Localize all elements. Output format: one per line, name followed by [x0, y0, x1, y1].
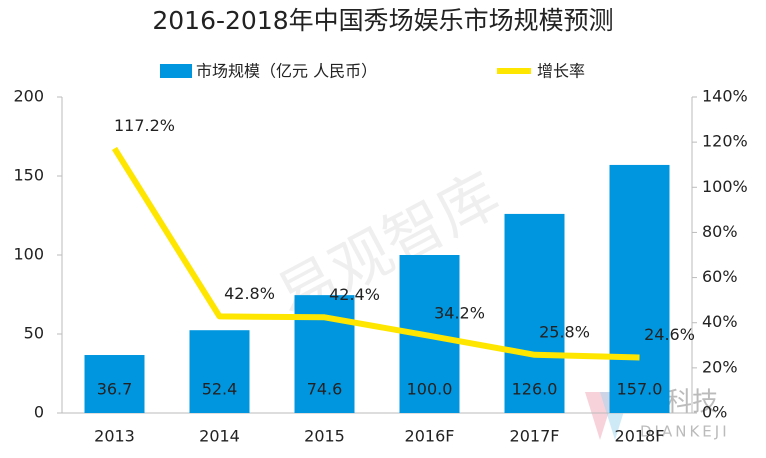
bar: [189, 330, 250, 413]
line-label: 25.8%: [539, 322, 590, 341]
bar-label: 157.0: [617, 380, 663, 399]
y2-tick-label: 60%: [702, 267, 738, 286]
bar-label: 52.4: [202, 380, 238, 399]
line-label: 117.2%: [114, 116, 175, 135]
x-tick-label: 2018F: [615, 427, 665, 446]
line-label: 34.2%: [434, 303, 485, 322]
line: [111, 146, 640, 361]
line-label: 42.4%: [329, 285, 380, 304]
y2-tick-label: 40%: [702, 312, 738, 331]
y2-tick-label: 80%: [702, 222, 738, 241]
y2-tick-label: 0%: [702, 403, 727, 422]
line-label: 24.6%: [644, 325, 695, 344]
x-tick-label: 2017F: [510, 427, 560, 446]
y-tick-label: 100: [13, 245, 44, 264]
y-tick-label: 0: [34, 403, 44, 422]
x-tick-label: 2013: [94, 427, 135, 446]
bar-label: 36.7: [97, 380, 133, 399]
legend-label: 市场规模（亿元 人民币）: [196, 62, 377, 81]
y-tick-label: 150: [13, 166, 44, 185]
y2-tick-label: 100%: [702, 177, 748, 196]
bar: [609, 164, 670, 413]
y-tick-label: 200: [13, 87, 44, 106]
legend-swatch: [160, 64, 192, 78]
y2-tick-label: 140%: [702, 87, 748, 106]
bar: [84, 355, 145, 413]
bar: [504, 213, 565, 413]
logo-subtext: DIANKEJI: [640, 423, 730, 441]
bar-label: 74.6: [307, 380, 343, 399]
x-tick-label: 2014: [199, 427, 240, 446]
bar-label: 126.0: [512, 380, 558, 399]
bar-label: 100.0: [407, 380, 453, 399]
legend-label: 增长率: [537, 62, 585, 81]
x-tick-label: 2015: [304, 427, 345, 446]
y2-tick-label: 120%: [702, 132, 748, 151]
x-tick-label: 2016F: [405, 427, 455, 446]
y-tick-label: 50: [24, 324, 44, 343]
line-label: 42.8%: [224, 284, 275, 303]
y2-tick-label: 20%: [702, 357, 738, 376]
chart-title: 2016-2018年中国秀场娱乐市场规模预测: [152, 6, 613, 35]
